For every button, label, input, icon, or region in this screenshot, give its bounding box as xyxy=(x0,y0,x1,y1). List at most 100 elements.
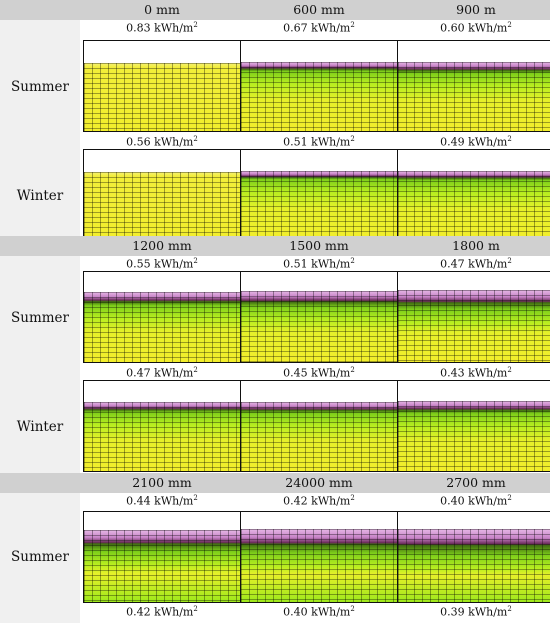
temperature-profile-panel xyxy=(397,40,550,132)
energy-value-text: 0.67 kWh/m xyxy=(283,21,351,35)
energy-value-text: 0.40 kWh/m xyxy=(283,605,351,619)
season-label: Winter xyxy=(16,419,64,435)
temperature-profile-panel xyxy=(83,511,241,603)
depth-label: 1800 m xyxy=(452,238,500,253)
energy-value: 0.51 kWh/m2 xyxy=(240,257,398,271)
unit-exponent: 2 xyxy=(507,366,512,374)
temperature-profile-panel xyxy=(240,149,398,241)
temperature-field xyxy=(84,401,240,471)
mesh-grid xyxy=(398,528,550,602)
depth-label: 0 mm xyxy=(144,2,180,17)
unit-exponent: 2 xyxy=(193,605,198,613)
temperature-field xyxy=(398,61,550,131)
depth-header-row: 1200 mm 1500 mm 1800 m xyxy=(0,236,550,256)
season-label: Summer xyxy=(11,549,69,565)
energy-value-text: 0.42 kWh/m xyxy=(283,494,351,508)
energy-value-text: 0.55 kWh/m xyxy=(126,257,194,271)
season-label: Summer xyxy=(11,79,69,95)
energy-value: 0.67 kWh/m2 xyxy=(240,21,398,35)
energy-value-text: 0.43 kWh/m xyxy=(440,366,508,380)
temperature-field xyxy=(241,401,397,471)
mesh-grid xyxy=(398,61,550,131)
unit-exponent: 2 xyxy=(193,21,198,29)
unit-exponent: 2 xyxy=(507,257,512,265)
mesh-grid xyxy=(84,172,240,240)
energy-value: 0.60 kWh/m2 xyxy=(397,21,550,35)
energy-value-text: 0.44 kWh/m xyxy=(126,494,194,508)
unit-exponent: 2 xyxy=(350,366,355,374)
season-label: Summer xyxy=(11,310,69,326)
energy-value: 0.56 kWh/m2 xyxy=(83,135,241,149)
temperature-field xyxy=(84,63,240,131)
row-label-column xyxy=(0,493,80,623)
energy-value-text: 0.47 kWh/m xyxy=(440,257,508,271)
unit-exponent: 2 xyxy=(507,21,512,29)
depth-label: 600 mm xyxy=(293,2,345,17)
mesh-grid xyxy=(241,529,397,602)
energy-value: 0.39 kWh/m2 xyxy=(397,605,550,619)
unit-exponent: 2 xyxy=(193,135,198,143)
energy-value-text: 0.60 kWh/m xyxy=(440,21,508,35)
energy-value-text: 0.83 kWh/m xyxy=(126,21,194,35)
season-label: Winter xyxy=(16,188,64,204)
unit-exponent: 2 xyxy=(350,494,355,502)
depth-label: 2100 mm xyxy=(132,475,192,490)
unit-exponent: 2 xyxy=(193,257,198,265)
energy-value: 0.47 kWh/m2 xyxy=(397,257,550,271)
energy-value: 0.42 kWh/m2 xyxy=(83,605,241,619)
unit-exponent: 2 xyxy=(193,366,198,374)
energy-value: 0.44 kWh/m2 xyxy=(83,494,241,508)
energy-value-text: 0.56 kWh/m xyxy=(126,135,194,149)
depth-label: 24000 mm xyxy=(285,475,353,490)
unit-exponent: 2 xyxy=(350,135,355,143)
depth-label: 1200 mm xyxy=(132,238,192,253)
energy-value-text: 0.39 kWh/m xyxy=(440,605,508,619)
unit-exponent: 2 xyxy=(193,494,198,502)
temperature-profile-panel xyxy=(240,380,398,472)
temperature-profile-panel xyxy=(83,380,241,472)
row-label-column xyxy=(0,20,80,236)
temperature-profile-panel xyxy=(397,271,550,363)
energy-value: 0.40 kWh/m2 xyxy=(397,494,550,508)
temperature-profile-panel xyxy=(83,271,241,363)
energy-value-text: 0.40 kWh/m xyxy=(440,494,508,508)
temperature-field xyxy=(398,290,550,362)
row-label-column xyxy=(0,256,80,473)
temperature-field xyxy=(398,171,550,240)
temperature-profile-panel xyxy=(240,511,398,603)
temperature-profile-panel xyxy=(83,149,241,241)
energy-value: 0.43 kWh/m2 xyxy=(397,366,550,380)
depth-label: 2700 mm xyxy=(446,475,506,490)
mesh-grid xyxy=(398,401,550,471)
unit-exponent: 2 xyxy=(350,605,355,613)
depth-label: 900 m xyxy=(456,2,496,17)
depth-header-row: 2100 mm 24000 mm 2700 mm xyxy=(0,473,550,493)
energy-value: 0.40 kWh/m2 xyxy=(240,605,398,619)
mesh-grid xyxy=(241,62,397,131)
unit-exponent: 2 xyxy=(507,135,512,143)
depth-header-row: 0 mm 600 mm 900 m xyxy=(0,0,550,20)
energy-value-text: 0.49 kWh/m xyxy=(440,135,508,149)
energy-value-text: 0.47 kWh/m xyxy=(126,366,194,380)
temperature-profile-panel xyxy=(83,40,241,132)
mesh-grid xyxy=(84,529,240,602)
energy-value: 0.49 kWh/m2 xyxy=(397,135,550,149)
temperature-field xyxy=(241,529,397,602)
energy-value-text: 0.45 kWh/m xyxy=(283,366,351,380)
unit-exponent: 2 xyxy=(507,494,512,502)
temperature-profile-panel xyxy=(397,149,550,241)
energy-value-text: 0.51 kWh/m xyxy=(283,135,351,149)
unit-exponent: 2 xyxy=(350,257,355,265)
mesh-grid xyxy=(241,401,397,471)
temperature-profile-panel xyxy=(240,40,398,132)
temperature-field xyxy=(84,172,240,240)
energy-value: 0.55 kWh/m2 xyxy=(83,257,241,271)
temperature-profile-panel xyxy=(240,271,398,363)
temperature-field xyxy=(398,401,550,471)
energy-value: 0.47 kWh/m2 xyxy=(83,366,241,380)
mesh-grid xyxy=(84,401,240,471)
mesh-grid xyxy=(398,171,550,240)
mesh-grid xyxy=(84,63,240,131)
mesh-grid xyxy=(241,171,397,240)
temperature-profile-panel xyxy=(397,511,550,603)
